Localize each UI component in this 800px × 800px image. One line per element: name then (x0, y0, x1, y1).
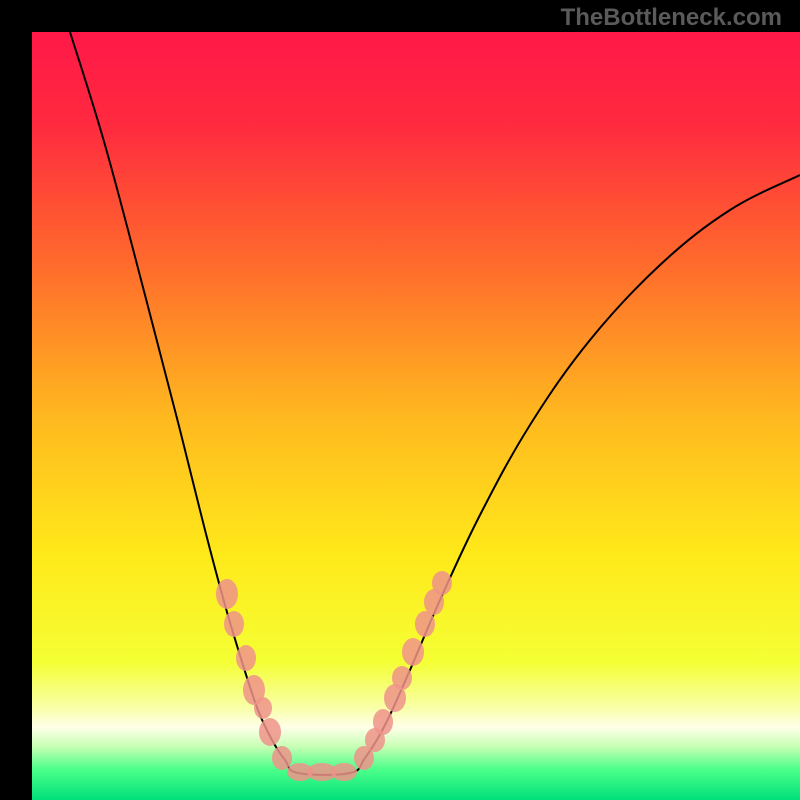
chart-container: TheBottleneck.com (0, 0, 800, 800)
watermark-text: TheBottleneck.com (561, 4, 782, 32)
data-marker (216, 579, 238, 609)
data-marker (224, 611, 244, 637)
data-marker (402, 638, 424, 666)
data-marker (432, 571, 452, 595)
data-marker (259, 718, 281, 746)
bottleneck-curve (70, 32, 800, 775)
data-marker (373, 709, 393, 735)
data-marker (392, 666, 412, 690)
data-marker (331, 763, 357, 781)
curve-overlay (0, 0, 800, 800)
data-marker (415, 611, 435, 637)
data-marker (236, 645, 256, 671)
data-marker (272, 746, 292, 770)
data-marker (254, 697, 272, 719)
